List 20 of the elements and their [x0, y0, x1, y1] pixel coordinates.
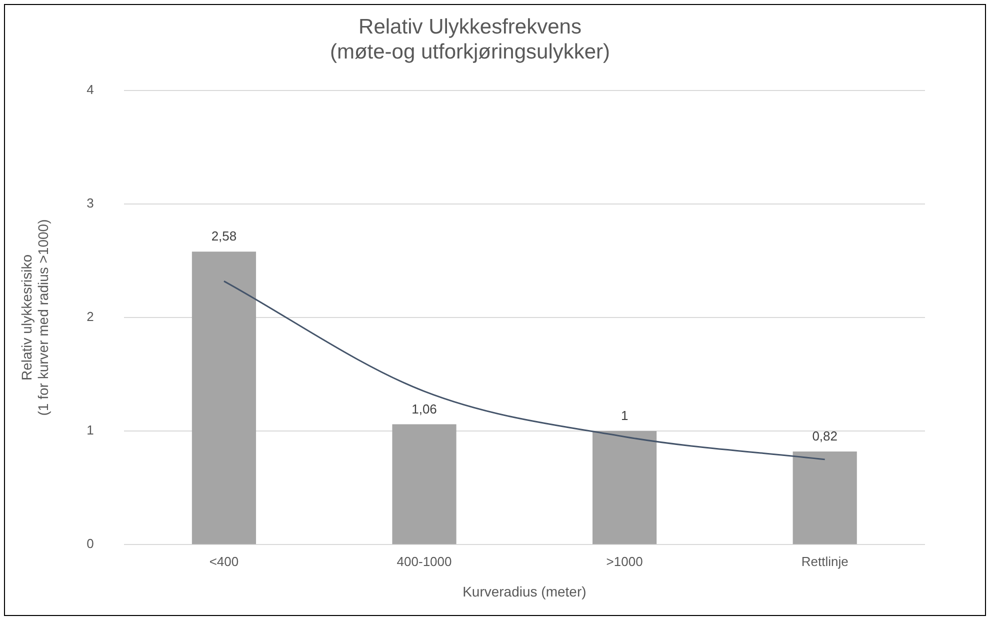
- data-label: 1,06: [412, 401, 437, 416]
- y-axis-title: Relativ ulykkesrisiko (1 for kurver med radius >1000): [18, 219, 52, 416]
- data-label: 2,58: [211, 228, 237, 244]
- y-tick-label: 3: [86, 196, 94, 211]
- x-axis-title: Kurveradius (meter): [462, 583, 586, 600]
- bar: [792, 451, 857, 544]
- y-tick-label: 1: [86, 422, 94, 438]
- bar: [392, 424, 456, 544]
- x-tick-label: 400-1000: [396, 554, 452, 569]
- data-label: 1: [620, 408, 628, 424]
- bar: [592, 431, 657, 544]
- x-tick-label: <400: [209, 554, 239, 569]
- bar: [192, 252, 256, 544]
- y-tick-label: 2: [86, 309, 94, 324]
- y-tick-label: 0: [86, 536, 94, 552]
- x-tick-label: >1000: [606, 554, 643, 569]
- x-tick-label: Rettlinje: [801, 554, 848, 569]
- chart-title: Relativ Ulykkesfrekvens (møte-og utforkjøringsulykker): [330, 15, 610, 64]
- y-tick-label: 4: [86, 82, 94, 97]
- data-label: 0,82: [812, 428, 838, 444]
